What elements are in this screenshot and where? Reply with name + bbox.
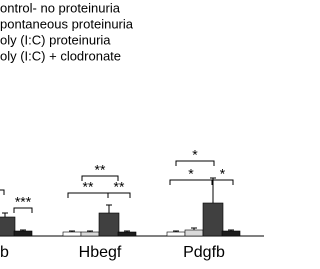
significance-label: * [192, 147, 198, 163]
bar [166, 231, 186, 237]
significance-label: * [188, 166, 194, 182]
significance-label: ** [83, 179, 94, 195]
significance-label: ** [114, 179, 125, 195]
legend-label: oly (I:C) proteinuria [0, 32, 111, 47]
significance-bracket [175, 160, 215, 166]
bar [184, 229, 204, 237]
legend-label: ontrol- no proteinuria [0, 0, 121, 15]
significance-label: ** [95, 162, 106, 178]
significance-label: *** [15, 194, 32, 210]
significance-bracket [13, 207, 33, 213]
page: ontrol- no proteinuria pontaneous protein… [0, 0, 264, 262]
bar [117, 231, 137, 237]
x-tick-label: Hbegf [79, 244, 122, 261]
significance-bracket [107, 192, 131, 198]
bar [221, 230, 241, 237]
significance-bracket [0, 189, 5, 195]
bar [202, 202, 224, 237]
bar [0, 216, 16, 237]
bar [62, 231, 82, 237]
x-tick-label: Pdgfb [183, 244, 225, 261]
significance-bracket [81, 175, 119, 181]
x-tick-label: b [0, 244, 9, 261]
significance-label: * [220, 166, 226, 182]
bar [98, 212, 120, 237]
legend-label: oly (I:C) + clodronate [0, 48, 121, 63]
bar [80, 231, 100, 237]
legend-label: pontaneous proteinuria [0, 16, 134, 31]
bar [13, 230, 33, 237]
significance-bracket [211, 179, 234, 185]
